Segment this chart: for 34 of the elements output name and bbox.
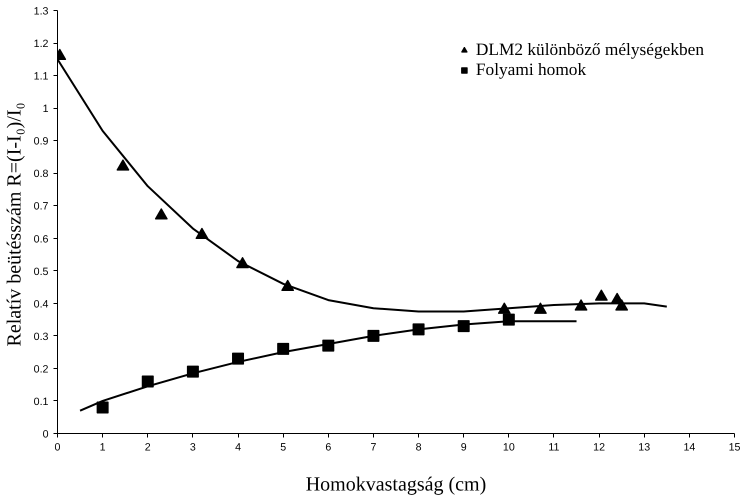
x-tick-label: 2 [144,442,151,454]
x-tick-label: 0 [54,442,61,454]
x-tick-label: 14 [683,442,696,454]
x-tick-label: 15 [728,442,740,454]
y-tick-label: 0.5 [34,266,49,278]
y-tick-label: 0.1 [34,396,49,408]
x-tick-label: 5 [280,442,286,454]
x-tick-label: 7 [370,442,376,454]
x-tick-label: 12 [593,442,606,454]
legend-label: Folyami homok [476,60,586,80]
y-tick-label: 1 [42,103,49,116]
x-tick-label: 1 [100,442,106,454]
y-axis-title: Relatív beütésszám R=(I-I₀)/I₀ [4,102,26,347]
x-tick-label: 13 [638,442,650,454]
x-tick-label: 3 [190,442,196,454]
x-tick-label: 4 [235,442,242,454]
y-tick-label: 1.3 [34,6,49,18]
y-tick-label: 0 [42,428,49,440]
legend-label: DLM2 különböző mélységekben [476,40,704,60]
x-tick-label: 10 [502,442,515,454]
y-tick-label: 0.4 [34,298,49,310]
y-tick-label: 0.8 [34,168,49,180]
x-tick-label: 11 [548,442,560,454]
x-tick-label: 6 [325,442,332,454]
y-tick-label: 0.9 [34,136,49,148]
x-tick-label: 9 [460,442,467,454]
y-tick-label: 0.7 [34,200,49,213]
y-tick-label: 0.6 [34,233,49,246]
y-tick-label: 0.2 [34,363,49,376]
y-tick-label: 0.3 [34,330,49,343]
y-tick-label: 1.2 [34,38,49,50]
x-tick-label: 8 [416,442,422,454]
y-tick-label: 1.1 [34,70,49,83]
x-axis-title: Homokvastagság (cm) [306,474,486,496]
